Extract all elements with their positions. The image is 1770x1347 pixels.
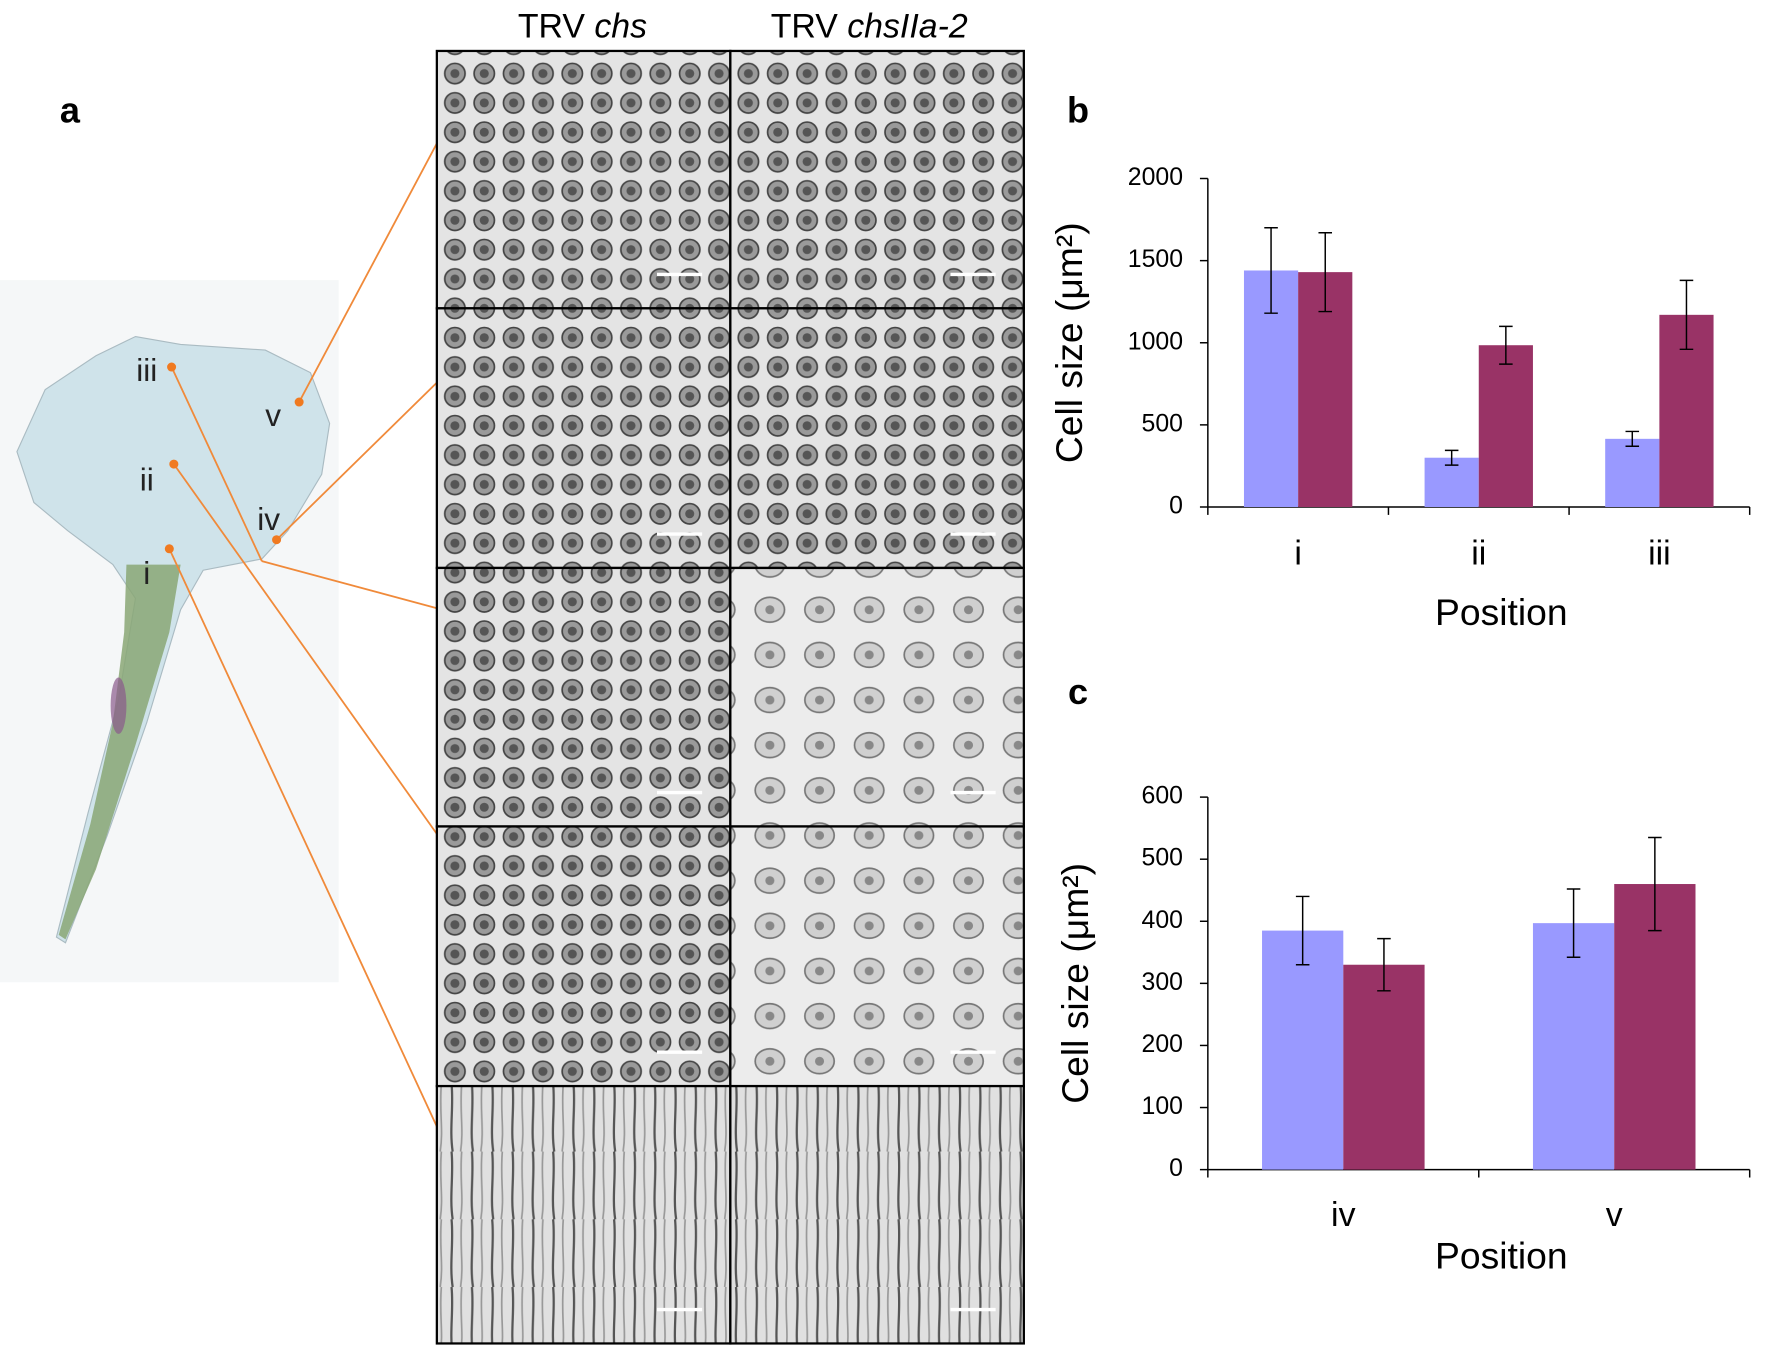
micrograph xyxy=(729,566,1025,828)
y-tick-label: 100 xyxy=(1142,1093,1183,1120)
y-tick-label: 300 xyxy=(1142,969,1183,996)
panel-label: c xyxy=(1068,671,1088,712)
connector xyxy=(170,366,263,562)
x-tick-label: iii xyxy=(1648,534,1671,572)
bar xyxy=(1262,930,1344,1170)
header-gene: chs xyxy=(594,7,647,45)
x-axis-label: Position xyxy=(1435,591,1568,633)
header-gene: chsIIa-2 xyxy=(847,7,968,45)
panel-label: a xyxy=(60,90,81,131)
sample-point xyxy=(169,459,179,469)
x-tick-label: ii xyxy=(1471,534,1486,572)
y-tick-label: 200 xyxy=(1142,1031,1183,1058)
y-tick-label: 400 xyxy=(1142,907,1183,934)
micrograph xyxy=(729,825,1025,1088)
y-tick-label: 500 xyxy=(1142,410,1183,437)
sample-point xyxy=(294,397,304,407)
column-header: TRV chsIIa-2 xyxy=(771,7,968,45)
error-bar xyxy=(1444,449,1459,466)
x-tick-label: i xyxy=(1294,534,1302,572)
bar xyxy=(1343,964,1425,1170)
error-bar xyxy=(1566,888,1581,959)
bar xyxy=(1605,438,1660,507)
bar xyxy=(1478,345,1533,507)
y-tick-label: 600 xyxy=(1142,783,1183,810)
error-bar xyxy=(1295,895,1310,966)
petal-pigment xyxy=(110,677,127,734)
error-bar xyxy=(1318,231,1333,313)
micrograph xyxy=(729,49,1025,310)
header-prefix: TRV xyxy=(771,7,839,45)
y-tick-label: 1500 xyxy=(1128,246,1183,273)
y-axis-label: Cell size (μm²) xyxy=(1054,863,1096,1104)
bar xyxy=(1614,884,1696,1170)
sample-point xyxy=(164,544,174,554)
micrograph xyxy=(435,49,732,310)
error-bar xyxy=(1625,430,1640,447)
petal-label: i xyxy=(143,555,150,591)
error-bar xyxy=(1648,836,1662,932)
micrograph xyxy=(729,307,1025,570)
petal-label: iii xyxy=(136,352,157,388)
y-tick-label: 500 xyxy=(1142,845,1183,872)
connector xyxy=(275,372,448,541)
y-tick-label: 0 xyxy=(1169,493,1183,520)
connector xyxy=(298,123,448,403)
bar xyxy=(1532,923,1615,1170)
error-bar xyxy=(1679,279,1694,351)
petal-label: iv xyxy=(257,501,280,537)
petal-label: ii xyxy=(140,462,154,498)
micrograph xyxy=(729,1084,1025,1345)
sample-points xyxy=(164,362,304,554)
connector xyxy=(168,548,439,1130)
error-bar xyxy=(1499,325,1513,365)
connector xyxy=(173,463,439,837)
micrograph xyxy=(435,825,732,1088)
connector-lines xyxy=(168,123,448,1130)
y-tick-label: 1000 xyxy=(1128,328,1183,355)
micrograph xyxy=(435,307,732,570)
sample-point xyxy=(167,362,177,372)
x-tick-label: iv xyxy=(1331,1196,1356,1234)
micrograph-grid xyxy=(435,49,1025,1345)
y-tick-label: 0 xyxy=(1169,1155,1183,1182)
micrograph xyxy=(435,566,732,828)
panel-label: b xyxy=(1067,90,1089,131)
petal-tube xyxy=(58,564,181,940)
error-bar xyxy=(1377,937,1391,992)
bar xyxy=(1424,457,1479,507)
petal-label: v xyxy=(265,397,281,433)
sample-point xyxy=(272,535,282,545)
x-tick-label: v xyxy=(1606,1196,1623,1234)
header-prefix: TRV xyxy=(518,7,586,45)
micrograph xyxy=(435,1084,732,1345)
column-header: TRV chs xyxy=(518,7,647,45)
x-axis-label: Position xyxy=(1435,1235,1568,1277)
y-axis-label: Cell size (μm²) xyxy=(1048,222,1090,463)
y-tick-label: 2000 xyxy=(1128,164,1183,191)
error-bar xyxy=(1264,227,1278,314)
connector xyxy=(261,560,443,611)
